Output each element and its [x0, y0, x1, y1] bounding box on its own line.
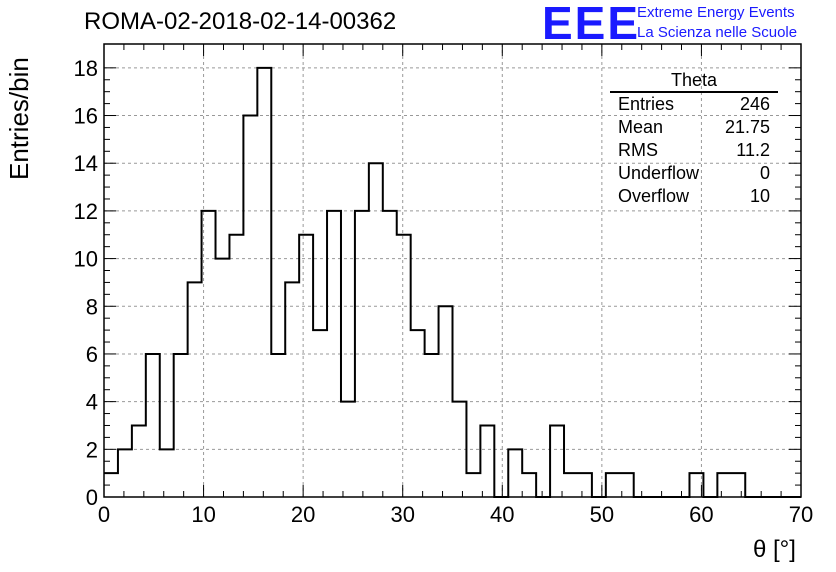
x-tick-label: 10: [191, 502, 215, 527]
eee-logo: EEE: [542, 0, 641, 49]
x-tick-label: 30: [390, 502, 414, 527]
y-tick-label: 16: [74, 104, 98, 129]
stats-title: Theta: [610, 70, 778, 93]
stats-label: Overflow: [618, 186, 690, 206]
x-tick-label: 70: [789, 502, 813, 527]
x-tick-label: 40: [490, 502, 514, 527]
y-tick-label: 6: [86, 342, 98, 367]
y-tick-label: 0: [86, 485, 98, 510]
y-tick-label: 2: [86, 437, 98, 462]
x-tick-label: 0: [98, 502, 110, 527]
stats-label: Mean: [618, 117, 664, 137]
x-tick-label: 60: [689, 502, 713, 527]
x-tick-label: 50: [590, 502, 614, 527]
chart-title: ROMA-02-2018-02-14-00362: [84, 8, 397, 35]
y-axis-label: Entries/bin: [4, 57, 34, 180]
stats-value: 21.75: [724, 117, 770, 137]
stats-label: Entries: [618, 94, 675, 114]
stats-row-entries: Entries 246: [610, 93, 778, 116]
tick-marks: [103, 44, 802, 498]
stats-row-overflow: Overflow 10: [610, 185, 778, 208]
stats-value: 246: [739, 94, 770, 114]
y-tick-label: 8: [86, 294, 98, 319]
stats-box: Theta Entries 246 Mean 21.75 RMS 11.2 Un…: [610, 70, 778, 208]
x-tick-label: 20: [291, 502, 315, 527]
y-tick-label: 4: [86, 390, 98, 415]
stats-row-rms: RMS 11.2: [610, 139, 778, 162]
y-tick-label: 12: [74, 199, 98, 224]
y-tick-label: 14: [74, 151, 98, 176]
stats-value: 10: [749, 186, 770, 206]
logo-line-1: Extreme Energy Events: [637, 4, 795, 21]
y-tick-label: 18: [74, 56, 98, 81]
y-tick-label: 10: [74, 247, 98, 272]
stats-label: Underflow: [618, 163, 700, 183]
stats-label: RMS: [618, 140, 658, 160]
stats-row-underflow: Underflow 0: [610, 162, 778, 185]
stats-value: 11.2: [736, 140, 770, 160]
stats-row-mean: Mean 21.75: [610, 116, 778, 139]
logo-line-2: La Scienza nelle Scuole: [637, 24, 798, 41]
stats-value: 0: [759, 163, 770, 183]
x-axis-label: θ [°]: [753, 536, 796, 563]
